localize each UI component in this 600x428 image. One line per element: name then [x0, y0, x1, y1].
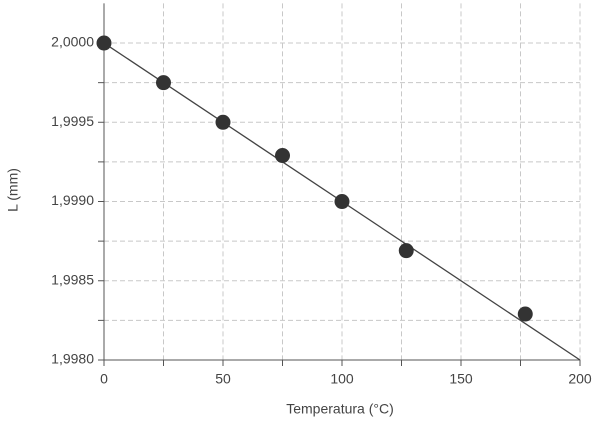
data-point [96, 35, 112, 51]
y-tick-label: 1,9980 [51, 351, 94, 367]
data-point [517, 306, 533, 322]
data-point [215, 114, 231, 130]
data-point [156, 75, 171, 91]
y-tick-label: 1,9990 [51, 192, 94, 208]
y-tick-label: 1,9995 [51, 113, 94, 129]
x-tick-label: 150 [449, 371, 473, 387]
y-tick-label: 2,0000 [51, 34, 94, 50]
data-point [275, 148, 290, 164]
data-point [398, 243, 414, 259]
x-tick-label: 100 [330, 371, 354, 387]
x-tick-label: 0 [100, 371, 108, 387]
x-axis-label: Temperatura (°C) [286, 401, 394, 417]
x-tick-label: 50 [215, 371, 231, 387]
data-point [334, 194, 350, 210]
y-tick-label: 1,9985 [51, 271, 94, 287]
y-axis-label: L (mm) [5, 168, 21, 212]
x-tick-label: 200 [568, 371, 592, 387]
